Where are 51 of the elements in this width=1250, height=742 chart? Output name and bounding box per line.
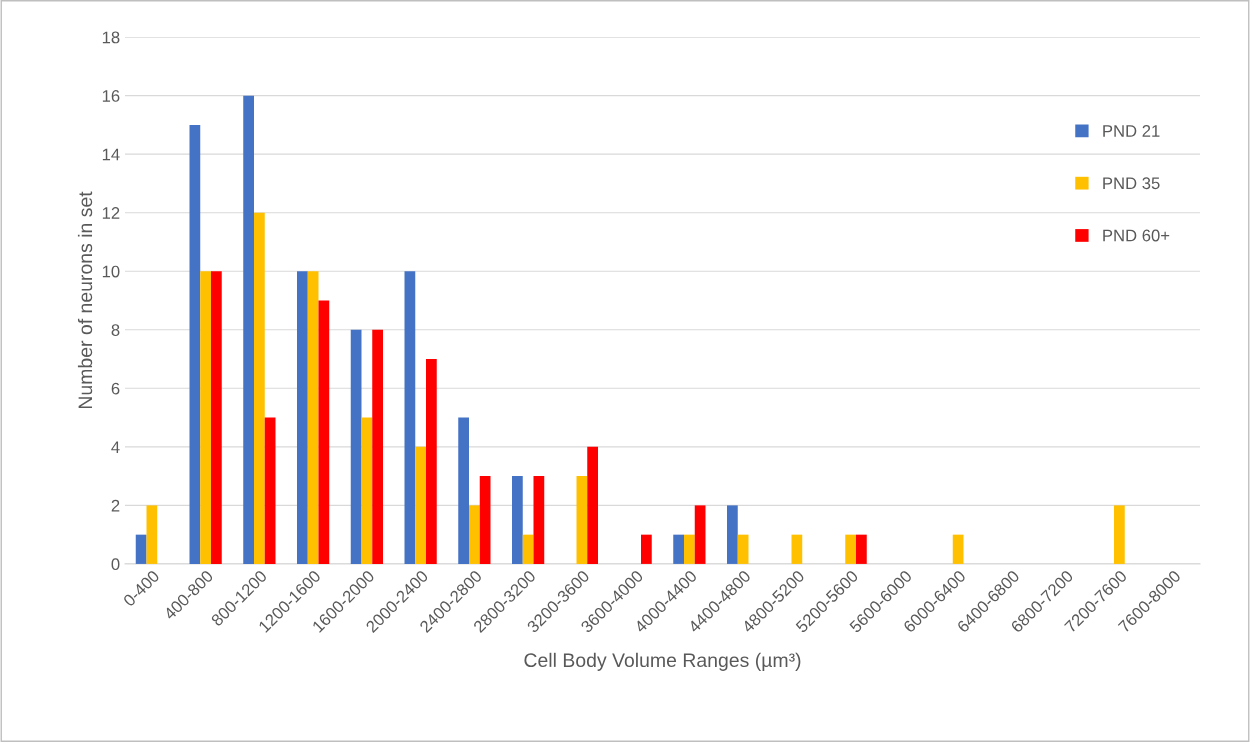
y-tick-label: 16 <box>102 90 120 102</box>
bar <box>297 271 308 564</box>
bar <box>952 534 964 564</box>
bar <box>426 359 437 564</box>
bar <box>264 417 276 564</box>
bar <box>856 534 867 564</box>
bar <box>254 212 265 564</box>
bar <box>727 505 738 564</box>
bar <box>791 534 803 564</box>
legend-label: PND 21 <box>1103 125 1160 137</box>
bar <box>361 417 373 564</box>
bar <box>211 271 222 564</box>
bar <box>146 505 158 564</box>
bar <box>576 476 588 564</box>
bar <box>307 271 319 564</box>
bar <box>458 417 469 564</box>
y-tick-label: 2 <box>111 499 120 512</box>
y-tick-label: 8 <box>111 324 120 336</box>
y-tick-label: 6 <box>111 382 120 395</box>
bar <box>533 476 545 564</box>
bar <box>469 505 480 564</box>
bar <box>684 534 695 564</box>
bar <box>318 300 330 564</box>
bar <box>737 534 749 564</box>
bar <box>512 476 523 564</box>
y-tick-label: 14 <box>102 148 120 161</box>
bar <box>243 95 254 564</box>
y-tick-label: 18 <box>102 31 120 44</box>
x-axis-title: Cell Body Volume Ranges (µm³) <box>524 652 801 671</box>
bar <box>372 329 383 564</box>
legend-label: PND 60+ <box>1103 229 1170 242</box>
bar <box>135 534 147 564</box>
bar <box>641 534 652 564</box>
bar <box>673 534 684 564</box>
legend-label: PND 35 <box>1103 177 1160 190</box>
bar <box>415 446 426 564</box>
bar <box>479 476 491 564</box>
bar <box>200 271 211 564</box>
bar <box>404 271 416 564</box>
bar <box>587 446 598 564</box>
bar <box>694 505 706 564</box>
y-axis-title: Number of neurons in set <box>77 191 93 409</box>
bar <box>845 534 856 564</box>
y-tick-label: 4 <box>111 441 120 453</box>
bar <box>1114 505 1125 564</box>
y-tick-label: 10 <box>102 265 120 278</box>
y-tick-label: 12 <box>102 207 120 219</box>
bar <box>522 534 534 564</box>
bar <box>350 329 362 564</box>
y-tick-label: 0 <box>111 558 120 571</box>
bar <box>189 124 201 564</box>
